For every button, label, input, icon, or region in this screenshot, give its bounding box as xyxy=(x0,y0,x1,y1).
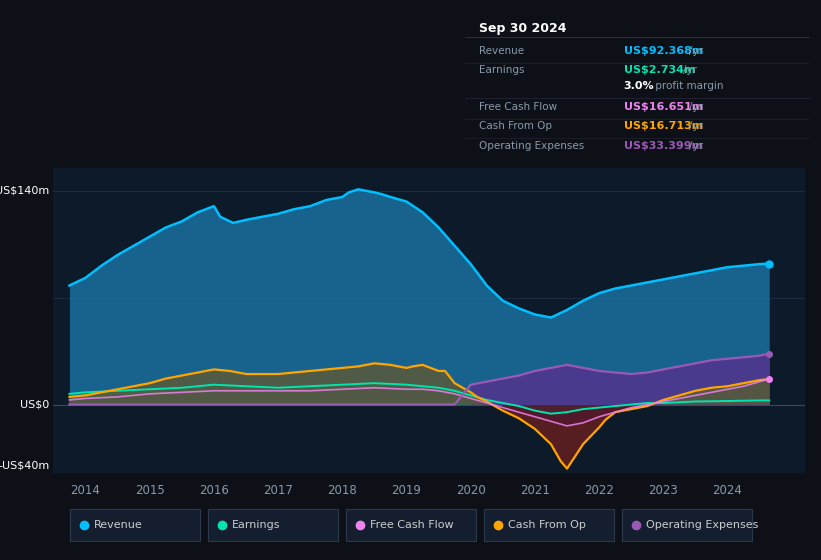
Text: /yr: /yr xyxy=(683,66,697,76)
Text: /yr: /yr xyxy=(690,122,704,132)
Text: Free Cash Flow: Free Cash Flow xyxy=(369,520,453,530)
FancyBboxPatch shape xyxy=(484,509,613,541)
Text: Earnings: Earnings xyxy=(232,520,280,530)
Text: US$140m: US$140m xyxy=(0,186,49,196)
Text: US$0: US$0 xyxy=(21,399,49,409)
Text: profit margin: profit margin xyxy=(652,81,723,91)
FancyBboxPatch shape xyxy=(621,509,751,541)
Text: Revenue: Revenue xyxy=(94,520,142,530)
Text: US$16.713m: US$16.713m xyxy=(624,122,703,132)
FancyBboxPatch shape xyxy=(346,509,475,541)
Text: Cash From Op: Cash From Op xyxy=(479,122,552,132)
Text: 3.0%: 3.0% xyxy=(624,81,654,91)
Text: Free Cash Flow: Free Cash Flow xyxy=(479,102,557,112)
Text: US$33.399m: US$33.399m xyxy=(624,141,703,151)
Text: Operating Expenses: Operating Expenses xyxy=(479,141,584,151)
Text: US$16.651m: US$16.651m xyxy=(624,102,703,112)
Text: Sep 30 2024: Sep 30 2024 xyxy=(479,22,566,35)
Text: US$92.368m: US$92.368m xyxy=(624,46,703,56)
Text: -US$40m: -US$40m xyxy=(0,460,49,470)
Text: /yr: /yr xyxy=(690,102,704,112)
Text: Cash From Op: Cash From Op xyxy=(507,520,585,530)
FancyBboxPatch shape xyxy=(208,509,337,541)
FancyBboxPatch shape xyxy=(70,509,200,541)
Text: Earnings: Earnings xyxy=(479,66,525,76)
Text: US$2.734m: US$2.734m xyxy=(624,66,695,76)
Text: /yr: /yr xyxy=(690,46,704,56)
Text: Revenue: Revenue xyxy=(479,46,524,56)
Text: /yr: /yr xyxy=(690,141,704,151)
Text: Operating Expenses: Operating Expenses xyxy=(645,520,758,530)
